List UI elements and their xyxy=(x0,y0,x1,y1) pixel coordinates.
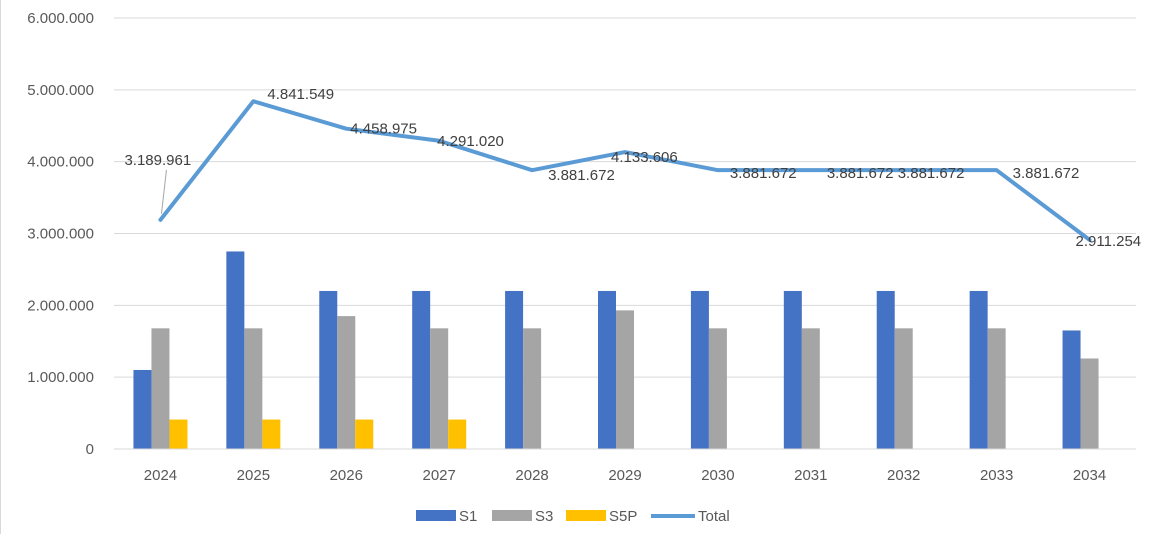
bar-s1-2026 xyxy=(319,290,338,449)
bar-s5p-2027 xyxy=(448,419,467,449)
y-tick-label: 2.000.000 xyxy=(27,297,94,314)
bar-series xyxy=(133,251,1099,449)
data-label-total-2029: 4.133.606 xyxy=(611,149,678,166)
total-line-series xyxy=(158,99,1092,242)
bar-s3-2026 xyxy=(337,316,356,449)
legend-label-s3: S3 xyxy=(535,508,553,525)
bar-s5p-2024 xyxy=(169,419,188,449)
bar-s3-2024 xyxy=(151,328,170,449)
legend-label-s1: S1 xyxy=(459,508,477,525)
x-tick-label: 2024 xyxy=(144,467,177,484)
data-label-total-2025: 4.841.549 xyxy=(267,86,334,103)
data-label-total-2026: 4.458.975 xyxy=(350,121,417,138)
bar-s3-2032 xyxy=(894,328,913,449)
bar-s1-2024 xyxy=(133,369,152,449)
bar-s1-2030 xyxy=(690,290,709,449)
x-tick-label: 2026 xyxy=(330,467,363,484)
data-label-total-2031: 3.881.672 xyxy=(827,165,894,182)
data-labels: 3.189.961 4.841.549 4.458.975 4.291.020 3.88… xyxy=(124,86,1141,250)
bar-s1-2033 xyxy=(969,290,988,449)
x-tick-label: 2030 xyxy=(701,467,734,484)
data-label-total-2034: 2.911.254 xyxy=(1076,233,1142,250)
data-label-total-2033: 3.881.672 xyxy=(1013,165,1080,182)
y-axis: 0 1.000.000 2.000.000 3.000.000 4.000.000 5.0… xyxy=(27,10,94,458)
x-tick-label: 2028 xyxy=(515,467,548,484)
y-tick-label: 1.000.000 xyxy=(27,369,94,386)
bar-s3-2028 xyxy=(523,328,542,449)
bar-s3-2027 xyxy=(430,328,449,449)
x-tick-label: 2034 xyxy=(1073,467,1106,484)
x-tick-label: 2032 xyxy=(887,467,920,484)
bar-s3-2030 xyxy=(708,328,727,449)
legend-swatch-s5p xyxy=(566,510,606,521)
bar-s1-2025 xyxy=(226,251,245,449)
legend-swatch-s3 xyxy=(492,510,532,521)
bar-s1-2031 xyxy=(783,290,802,449)
bar-s1-2032 xyxy=(876,290,895,449)
y-tick-label: 3.000.000 xyxy=(27,226,94,243)
x-tick-label: 2033 xyxy=(980,467,1013,484)
data-label-total-2024: 3.189.961 xyxy=(124,152,191,169)
bar-s5p-2026 xyxy=(355,419,374,449)
legend-swatch-s1 xyxy=(416,510,456,521)
bar-s3-2033 xyxy=(987,328,1006,449)
legend-label-s5p: S5P xyxy=(609,508,637,525)
bar-s5p-2025 xyxy=(262,419,281,449)
bar-s1-2027 xyxy=(412,290,431,449)
data-label-total-2028: 3.881.672 xyxy=(548,167,615,184)
x-tick-label: 2029 xyxy=(608,467,641,484)
legend-label-total: Total xyxy=(698,508,730,525)
x-tick-label: 2031 xyxy=(794,467,827,484)
bar-s3-2029 xyxy=(616,310,634,449)
bar-s1-2028 xyxy=(505,290,524,449)
y-tick-label: 6.000.000 xyxy=(27,10,94,27)
y-tick-label: 0 xyxy=(86,441,94,458)
y-tick-label: 5.000.000 xyxy=(27,82,94,99)
legend: S1 S3 S5P Total xyxy=(416,508,730,525)
x-tick-label: 2027 xyxy=(422,467,455,484)
gridlines xyxy=(114,17,1136,450)
bar-s3-2034 xyxy=(1080,358,1099,449)
data-label-total-2030: 3.881.672 xyxy=(730,165,797,182)
bar-s3-2031 xyxy=(801,328,820,449)
x-tick-label: 2025 xyxy=(237,467,270,484)
data-label-total-2032: 3.881.672 xyxy=(898,165,965,182)
bar-s1-2034 xyxy=(1062,330,1081,449)
bar-s1-2029 xyxy=(598,290,616,449)
bar-s3-2025 xyxy=(244,328,263,449)
data-label-total-2027: 4.291.020 xyxy=(437,133,504,150)
x-axis: 2024 2025 2026 2027 2028 2029 2030 2031 2032 2033… xyxy=(114,448,1136,484)
total-line xyxy=(158,99,1092,242)
label-leader-line xyxy=(160,169,167,214)
y-tick-label: 4.000.000 xyxy=(27,154,94,171)
